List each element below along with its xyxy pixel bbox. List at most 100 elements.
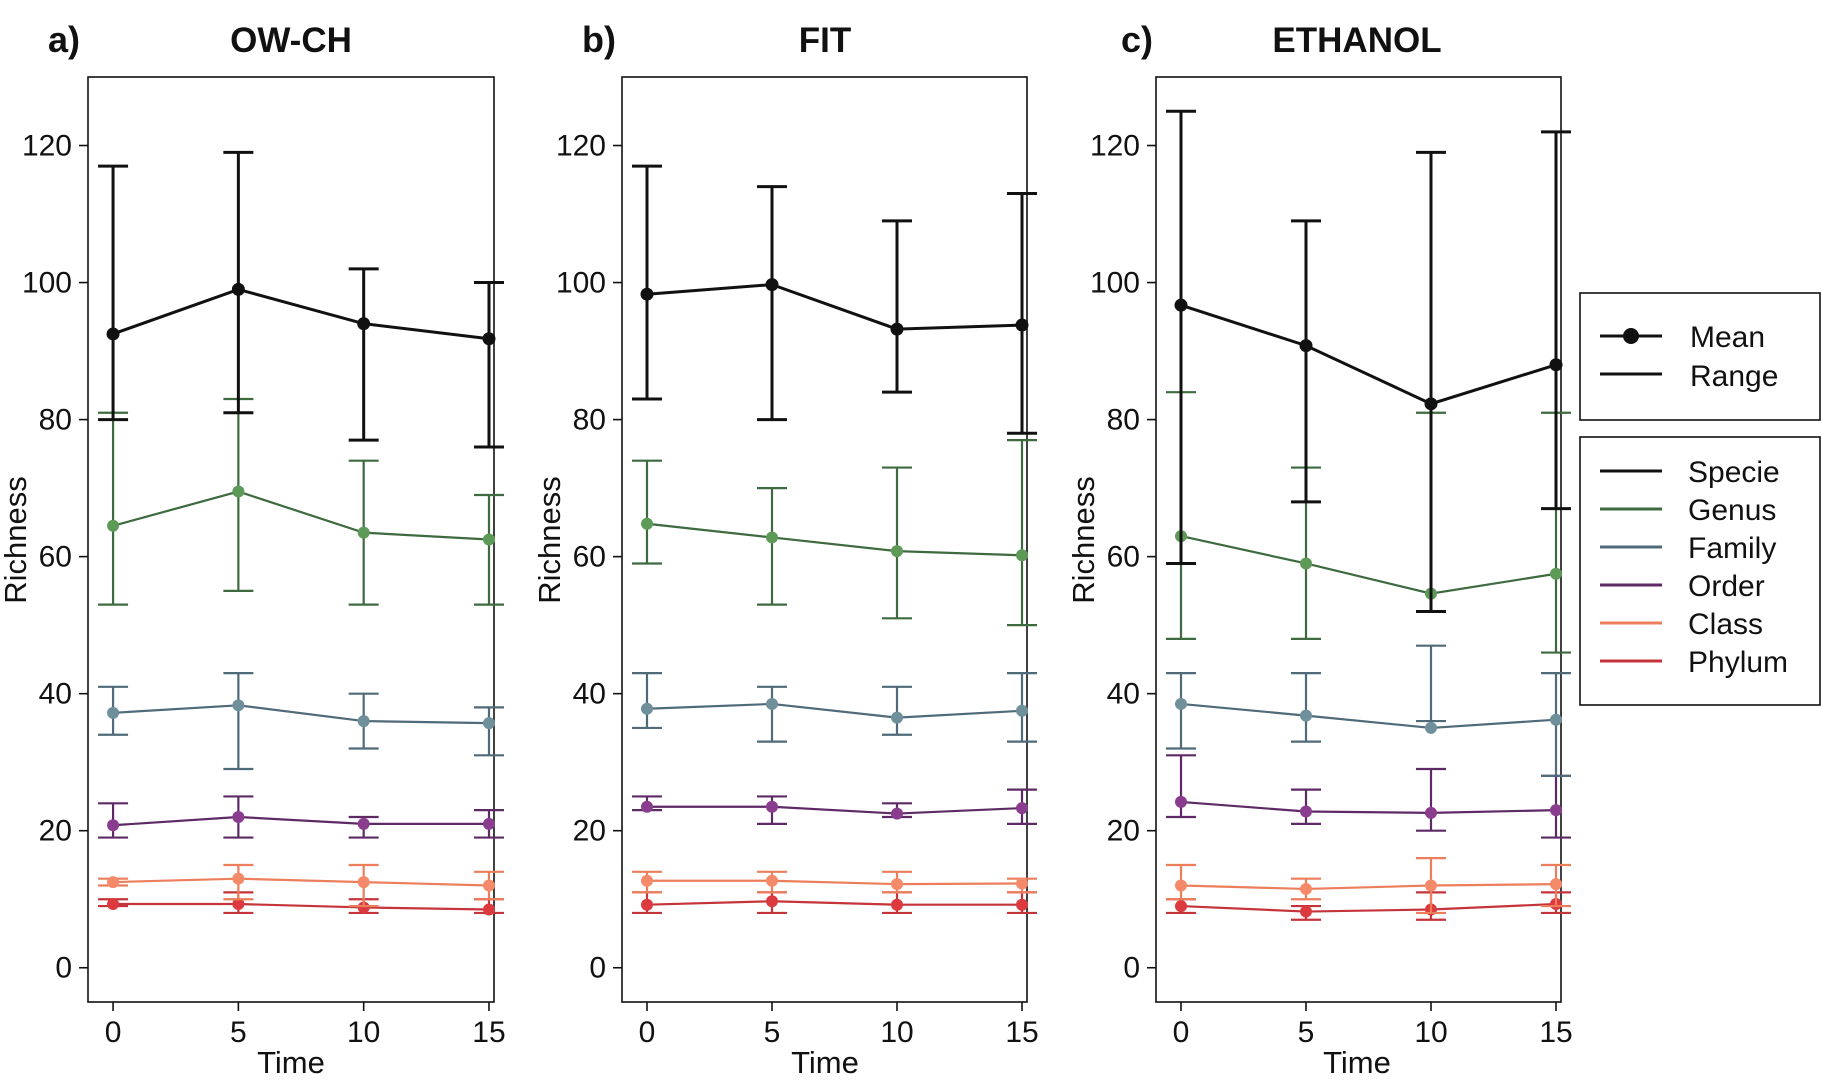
panel-a-y-tick-label: 20 (39, 815, 72, 848)
panel-c-specie-mean-point (1174, 298, 1188, 312)
panel-c-phylum-mean-line (1180, 902, 1557, 913)
legend-class-label: Class (1688, 608, 1763, 641)
panel-a-phylum-mean-point (232, 898, 245, 911)
panel-a-y-tick-label: 80 (39, 404, 72, 437)
panel-b-family-mean-line (646, 702, 1023, 719)
panel-b-class-mean-point (766, 874, 778, 887)
panel-a-x-tick-label: 15 (472, 1016, 505, 1049)
panel-a-family-mean-point (232, 699, 245, 712)
panel-a-phylum-mean-point (107, 898, 120, 911)
panel-b-class-mean-point (1016, 877, 1028, 890)
panel-a-order-mean-point (357, 817, 370, 830)
panel-b-title: FIT (799, 21, 851, 60)
panel-a-genus-mean-point (357, 526, 370, 539)
panel-a-class-mean-point (357, 876, 370, 889)
panel-a-family-mean-point (107, 706, 120, 719)
panel-a-family-mean-line (112, 704, 490, 725)
panel-b-class-mean-line (647, 879, 1023, 886)
panel-b-specie-mean-point (640, 287, 654, 301)
panel-b-y-axis-label: Richness (532, 476, 567, 604)
panel-c-class-mean-point (1300, 882, 1312, 895)
panel-b-family-mean-point (641, 702, 653, 715)
panel-c-specie-mean-point (1549, 358, 1563, 372)
panel-c-family-mean-point (1550, 713, 1562, 726)
legend-specie-label: Specie (1688, 456, 1780, 489)
panel-c-class-mean-point (1175, 879, 1187, 892)
panel-a-frame (87, 76, 495, 1003)
panel-b-genus-mean-line (646, 522, 1023, 557)
panel-c-specie-mean-line (1180, 303, 1557, 406)
panel-a-phylum-mean-point (482, 903, 495, 916)
panel-c-family-mean-point (1425, 721, 1437, 734)
panel-b-specie-mean-point (890, 322, 904, 336)
panel-c-x-tick-label: 15 (1539, 1016, 1572, 1049)
panel-b-class-mean-point (891, 878, 903, 891)
panel-a-x-tick-label: 10 (347, 1016, 380, 1049)
panel-a-order-mean-point (482, 817, 495, 830)
panel-c-label: c) (1121, 19, 1153, 60)
panel-b-genus-mean-point (641, 517, 653, 530)
legend-levels-entries: Specie Genus Family Order Class Phylum (1600, 456, 1788, 679)
panel-c-order-mean-point (1550, 804, 1562, 817)
panel-b-order-mean-point (641, 800, 653, 813)
panel-a-specie-mean-point (357, 317, 371, 331)
panel-c-plot-area: 0 20 40 60 80 100 120 0 5 10 15 (1090, 76, 1573, 1049)
panel-c-family-mean-point (1300, 709, 1312, 722)
panel-b-frame (621, 76, 1028, 1003)
panel-b-label: b) (582, 19, 616, 60)
panel-b-family-mean-point (766, 697, 778, 710)
panel-b-y-tick-label: 120 (556, 130, 606, 163)
legend-family-label: Family (1688, 532, 1776, 565)
panel-a-specie-mean-point (106, 327, 120, 341)
panel-c-genus-mean-line (1180, 534, 1557, 595)
panel-a-genus-mean-line (112, 490, 490, 541)
panel-b-family-mean-point (891, 711, 903, 724)
panel-b-genus-mean-point (1016, 549, 1028, 562)
panel-c-class-mean-point (1550, 878, 1562, 891)
panel-a-order-mean-line (112, 815, 489, 827)
panel-c-genus-mean-point (1550, 567, 1562, 580)
panel-b-y-tick-label: 20 (573, 815, 606, 848)
panel-b-x-tick-label: 5 (764, 1016, 781, 1049)
panel-a-class-mean-line (113, 877, 490, 887)
panel-a-x-tick-label: 0 (105, 1016, 122, 1049)
panel-a-phylum-mean-point (357, 901, 370, 914)
panel-c-y-tick-label: 60 (1107, 541, 1140, 574)
panel-a-y-tick-label: 0 (55, 952, 72, 985)
panel-a-genus-mean-point (232, 485, 245, 498)
panel-a-x-tick-label: 5 (230, 1016, 247, 1049)
panel-c-order-mean-point (1175, 795, 1187, 808)
panel-b-order-mean-point (766, 800, 778, 813)
panel-b-order-mean-point (891, 807, 903, 820)
panel-b-y-tick-label: 100 (556, 267, 606, 300)
panel-a-class-mean-point (232, 872, 245, 885)
panel-c-y-tick-label: 0 (1123, 952, 1140, 985)
panel-c-y-tick-label: 40 (1107, 678, 1140, 711)
panel-c-phylum-mean-point (1300, 905, 1312, 918)
panel-c-title: ETHANOL (1272, 21, 1441, 60)
panel-c-y-tick-label: 120 (1090, 130, 1140, 163)
panel-b-phylum-mean-line (646, 900, 1022, 906)
panel-b-y-tick-label: 0 (589, 952, 606, 985)
panel-b-specie-mean-line (646, 283, 1023, 331)
panel-b-y-tick-label: 80 (573, 404, 606, 437)
panel-a-order-mean-point (107, 819, 120, 832)
panel-c-x-tick-label: 0 (1173, 1016, 1190, 1049)
panel-b-specie-mean-point (765, 278, 779, 292)
legend-mean-marker (1623, 328, 1639, 344)
panel-b-x-tick-label: 10 (880, 1016, 913, 1049)
panel-c-y-tick-label: 20 (1107, 815, 1140, 848)
panel-a-title: OW-CH (230, 21, 352, 60)
panel-b-phylum-mean-point (641, 898, 653, 911)
legend-marker-box: Mean Range (1579, 292, 1821, 421)
panel-c-order-mean-point (1300, 805, 1312, 818)
panel-b-x-axis-label: Time (791, 1045, 859, 1080)
panel-b-phylum-mean-point (766, 895, 778, 908)
panel-c-family-mean-line (1180, 702, 1557, 730)
panel-a-specie-mean-point (482, 332, 496, 346)
panel-b-order-mean-line (647, 805, 1023, 815)
panel-a-x-axis-label: Time (257, 1045, 325, 1080)
panel-a-phylum-mean-line (113, 902, 490, 911)
panel-c-order-mean-line (1180, 800, 1557, 814)
panel-b-order-mean-point (1016, 802, 1028, 815)
